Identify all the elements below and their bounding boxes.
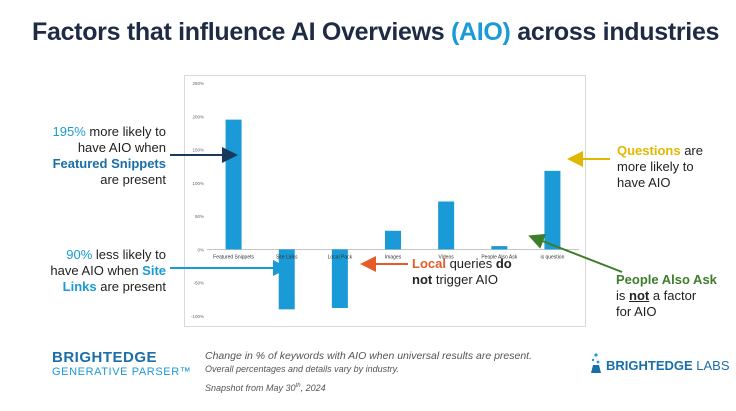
bar-people-also-ask [491,246,508,250]
snapshot-sup: th [295,383,301,389]
snapshot-text: , 2024 [300,383,326,393]
callout-emphasis: not [629,288,650,303]
footnote: Change in % of keywords with AIO when un… [205,350,532,376]
x-tick-label: is question [540,254,564,260]
callout-text: have AIO when [50,263,143,278]
callout-emphasis: do [495,256,512,271]
x-tick-label: Images [385,254,402,260]
bar-featured-snippets [225,119,242,250]
callout-text: more likely to [617,159,694,174]
callout-text: a factor [649,288,697,303]
bar-videos [438,201,455,250]
flask-icon [591,353,601,373]
footnote-line: Change in % of keywords with AIO when un… [205,350,533,362]
callout-highlight: Questions [617,143,681,158]
bar-is-question [544,170,561,250]
bar-images [385,230,401,250]
y-tick-label: -50% [193,281,204,286]
callout-text: have AIO [617,175,671,190]
callout-text: are present [100,172,166,187]
questions-callout: Questions are more likely to have AIO [617,143,717,191]
y-tick-label: -100% [191,314,204,319]
y-tick-label: 250% [192,81,204,86]
x-tick-label: People Also Ask [481,254,517,260]
brightedge-logo: BRIGHTEDGE GENERATIVE PARSER™ [52,349,191,378]
paa-callout: People Also Ask is not a factor for AIO [616,272,728,320]
labs-name: BRIGHTEDGE [606,358,693,373]
y-tick-label: 150% [192,148,204,153]
callout-text: trigger AIO [432,272,498,287]
featured-snippets-callout: 195% more likely to have AIO when Featur… [40,124,166,188]
callout-highlight: Links [62,279,97,294]
footnote-line: Overall percentages and details vary by … [205,364,399,374]
brand-name: BRIGHTEDGE [52,349,158,366]
callout-text: queries [445,256,496,271]
callout-text: are present [96,279,166,294]
callout-text: are [680,143,703,158]
brand-subtitle: GENERATIVE PARSER™ [52,366,192,378]
callout-highlight: Site [142,263,166,278]
brightedge-labs-logo: BRIGHTEDGE LABS [606,358,730,373]
title-text-end: across industries [510,18,720,46]
labs-suffix: LABS [692,358,730,373]
title-accent: (AIO) [450,18,511,46]
snapshot-text: Snapshot from May 30 [205,383,296,393]
bar-chart: -100% -50% 0% 50% 100% 150% 200% 250% Featured S… [191,81,579,319]
y-tick-label: 200% [192,114,204,119]
chart-frame: -100% -50% 0% 50% 100% 150% 200% 250% Featured S… [184,75,586,327]
callout-pct: 195% [52,124,86,139]
local-callout: Local queries do not trigger AIO [412,256,532,288]
x-tick-label: Featured Snippets [213,254,254,260]
y-tick-label: 0% [197,247,204,252]
site-links-callout: 90% less likely to have AIO when Site Li… [40,247,166,295]
callout-emphasis: not [412,272,433,287]
y-tick-label: 50% [195,214,204,219]
callout-highlight: Local [412,256,446,271]
x-tick-label: Local Pack [328,254,353,260]
callout-text: for AIO [616,304,657,319]
callout-text: more likely to [85,124,166,139]
page-title: Factors that influence AI Overviews (AIO… [32,18,719,47]
x-tick-label: Site Links [276,254,298,260]
x-tick-label: Videos [439,254,455,260]
callout-text: is [616,288,629,303]
callout-highlight: Featured Snippets [52,156,166,171]
callout-text: have AIO when [77,140,166,155]
callout-highlight: People Also Ask [616,272,717,287]
callout-pct: 90% [66,247,93,262]
y-tick-label: 100% [192,181,204,186]
bar-local-pack [331,249,348,309]
callout-text: less likely to [92,247,166,262]
title-text: Factors that influence AI Overviews [32,18,451,46]
snapshot-date: Snapshot from May 30th, 2024 [205,383,326,393]
